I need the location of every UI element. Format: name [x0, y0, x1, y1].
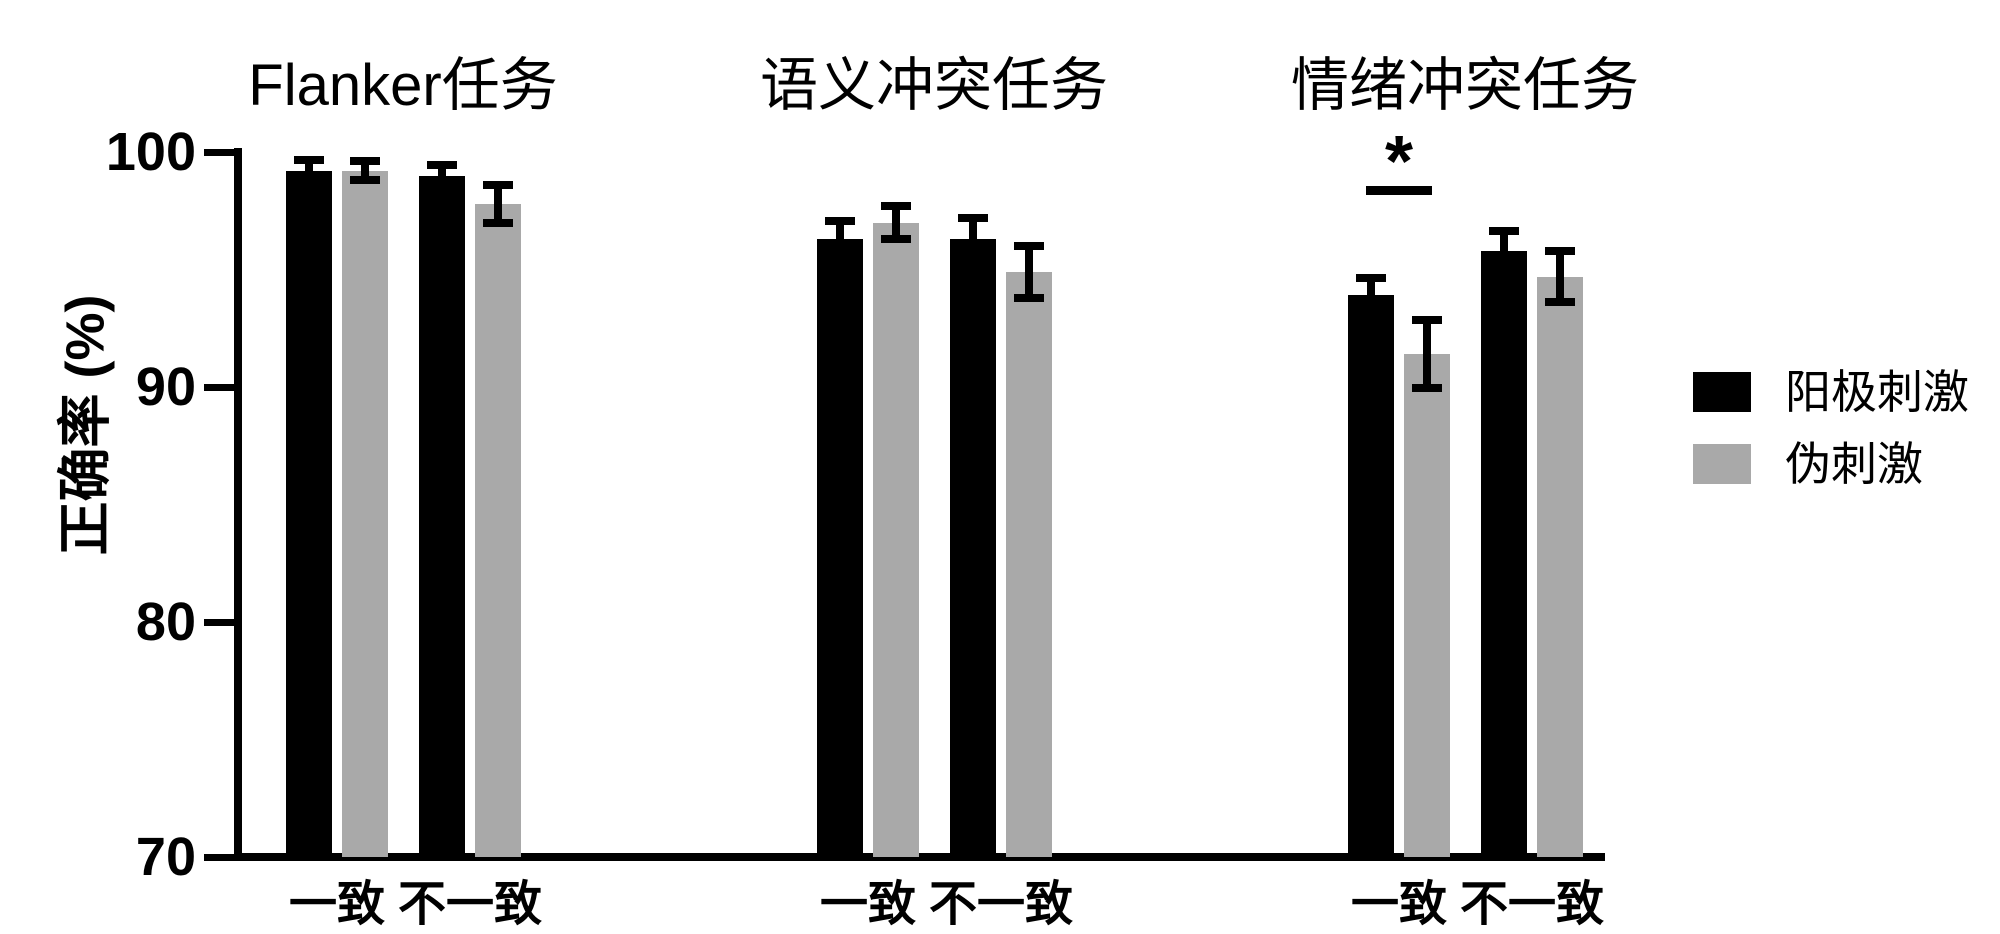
bar-anodal	[817, 238, 863, 857]
panel-title: Flanker任务	[248, 53, 558, 118]
legend-label: 阳极刺激	[1785, 366, 1969, 418]
x-category-label: 一致	[1350, 878, 1448, 931]
x-axis-line	[234, 853, 1605, 861]
error-bar-line	[1556, 250, 1564, 303]
bar-sham	[475, 203, 521, 857]
error-bar-cap-bottom	[1489, 266, 1519, 275]
bar-anodal	[286, 170, 332, 857]
error-bar-cap-bottom	[1014, 293, 1044, 302]
error-bar-cap-top	[1356, 273, 1386, 282]
y-tick-label: 80	[135, 592, 196, 652]
error-bar-cap-bottom	[825, 252, 855, 261]
error-bar-cap-bottom	[350, 176, 380, 185]
legend-swatch-icon	[1693, 372, 1751, 412]
error-bar-cap-bottom	[881, 234, 911, 243]
error-bar-cap-top	[350, 157, 380, 166]
error-bar-cap-top	[1545, 246, 1575, 255]
error-bar-cap-bottom	[483, 218, 513, 227]
error-bar-cap-bottom	[1412, 384, 1442, 393]
error-bar-cap-top	[958, 213, 988, 222]
panel-title: 语义冲突任务	[759, 53, 1109, 118]
y-tick-label: 100	[105, 122, 196, 182]
x-category-label: 不一致	[928, 878, 1074, 931]
y-tick	[204, 853, 234, 861]
y-tick-label: 90	[135, 357, 196, 417]
bar-anodal	[419, 175, 465, 857]
bar-sham	[873, 222, 919, 857]
error-bar-line	[361, 161, 369, 181]
x-category-label: 不一致	[1459, 878, 1605, 931]
error-bar-line	[969, 217, 977, 261]
bar-sham	[1537, 276, 1583, 857]
y-tick-label: 70	[135, 827, 196, 887]
error-bar-line	[1423, 320, 1431, 389]
error-bar-cap-bottom	[958, 256, 988, 265]
error-bar-cap-top	[1489, 226, 1519, 235]
error-bar-line	[1025, 246, 1033, 298]
bar-sham	[342, 170, 388, 857]
error-bar-cap-top	[427, 160, 457, 169]
significance-line	[1366, 186, 1432, 195]
error-bar-line	[494, 184, 502, 223]
error-bar-cap-top	[881, 202, 911, 211]
legend-label: 伪刺激	[1785, 438, 1923, 490]
error-bar-cap-bottom	[427, 182, 457, 191]
y-tick	[204, 148, 234, 156]
significance-asterisk: *	[1384, 122, 1414, 202]
x-category-label: 一致	[288, 878, 386, 931]
error-bar-line	[1500, 230, 1508, 271]
error-bar-line	[305, 160, 313, 182]
bar-anodal	[1481, 250, 1527, 857]
legend-swatch-icon	[1693, 444, 1751, 484]
bar-sham	[1404, 354, 1450, 857]
error-bar-line	[892, 206, 900, 239]
error-bar-line	[438, 164, 446, 187]
error-bar-cap-top	[825, 217, 855, 226]
y-axis-line	[234, 148, 242, 861]
x-category-label: 一致	[819, 878, 917, 931]
panel-title: 情绪冲突任务	[1290, 53, 1640, 118]
y-axis-title: 正确率 (%)	[55, 294, 116, 556]
error-bar-cap-top	[483, 180, 513, 189]
error-bar-cap-bottom	[294, 177, 324, 186]
error-bar-cap-top	[1412, 316, 1442, 325]
y-tick	[204, 383, 234, 391]
x-category-label: 不一致	[397, 878, 543, 931]
error-bar-cap-top	[1014, 242, 1044, 250]
bar-anodal	[950, 238, 996, 857]
error-bar-cap-bottom	[1356, 308, 1386, 317]
error-bar-cap-top	[294, 156, 324, 165]
error-bar-cap-bottom	[1545, 298, 1575, 307]
error-bar-line	[836, 221, 844, 257]
error-bar-line	[1367, 277, 1375, 313]
bar-anodal	[1348, 295, 1394, 857]
y-tick	[204, 618, 234, 626]
bar-sham	[1006, 271, 1052, 857]
